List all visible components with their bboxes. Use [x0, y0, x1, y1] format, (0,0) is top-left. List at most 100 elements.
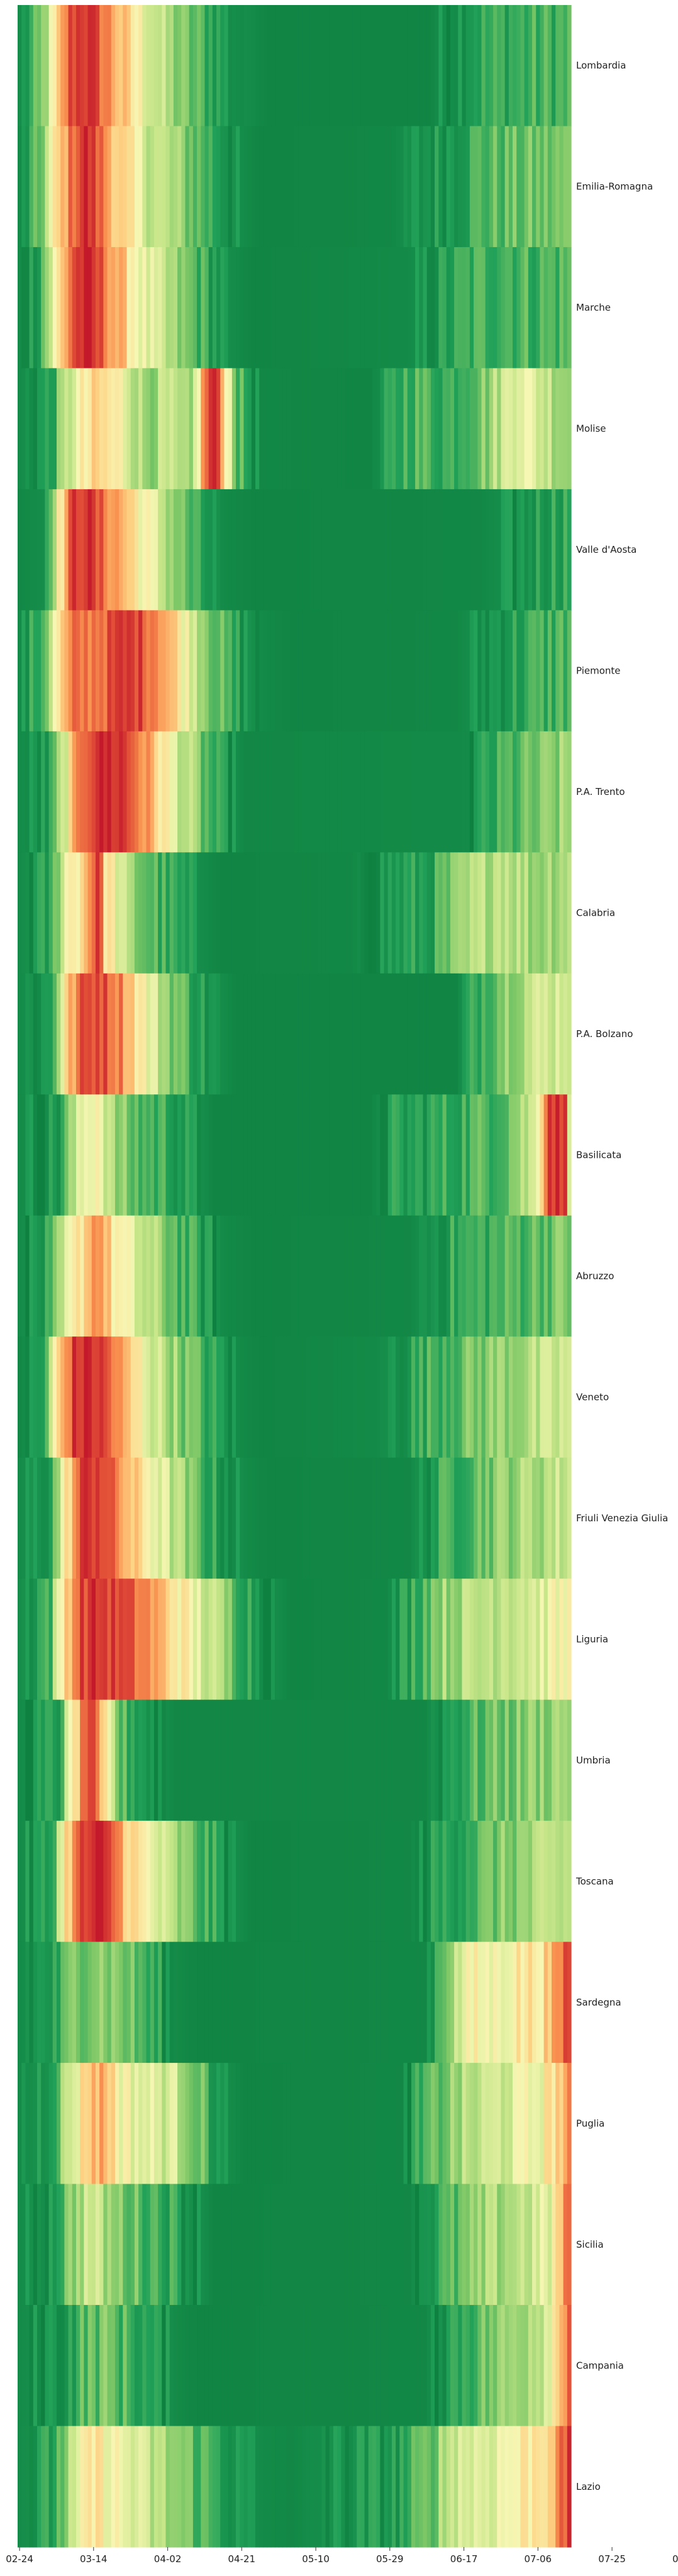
- heatmap-cell: [282, 973, 287, 1095]
- heatmap-cell: [103, 247, 108, 369]
- heatmap-cell: [423, 1941, 428, 2063]
- heatmap-cell: [298, 1821, 303, 1943]
- heatmap-cell: [477, 1699, 482, 1821]
- heatmap-cell: [236, 2063, 240, 2185]
- heatmap-cell: [91, 1821, 96, 1943]
- heatmap-cell: [243, 368, 248, 490]
- heatmap-cell: [329, 1336, 334, 1458]
- heatmap-cell: [481, 1336, 486, 1458]
- heatmap-cell: [275, 1941, 279, 2063]
- heatmap-cell: [547, 2305, 552, 2427]
- heatmap-cell: [446, 1457, 451, 1579]
- heatmap-cell: [513, 1699, 517, 1821]
- heatmap-cell: [33, 368, 38, 490]
- heatmap-cell: [220, 973, 225, 1095]
- heatmap-cell: [95, 5, 100, 127]
- heatmap-cell: [426, 126, 431, 248]
- heatmap-cell: [68, 247, 73, 369]
- heatmap-cell: [309, 1336, 314, 1458]
- heatmap-cell: [177, 973, 182, 1095]
- heatmap-cell: [387, 610, 392, 732]
- heatmap-cell: [407, 2063, 412, 2185]
- heatmap-cell: [380, 126, 385, 248]
- heatmap-cell: [220, 2426, 225, 2548]
- heatmap-cell: [501, 1941, 506, 2063]
- heatmap-cell: [380, 1699, 385, 1821]
- heatmap-cell: [64, 1699, 69, 1821]
- heatmap-cell: [36, 1457, 42, 1579]
- heatmap-cell: [197, 1215, 201, 1337]
- heatmap-cell: [513, 368, 517, 490]
- heatmap-cell: [201, 1941, 206, 2063]
- heatmap-cell: [185, 1336, 190, 1458]
- heatmap-cell: [462, 1215, 467, 1337]
- heatmap-cell: [228, 368, 233, 490]
- heatmap-cell: [68, 1457, 73, 1579]
- heatmap-cell: [267, 1821, 272, 1943]
- heatmap-cell: [204, 610, 209, 732]
- heatmap-cell: [520, 489, 525, 611]
- heatmap-cell: [352, 1457, 357, 1579]
- heatmap-cell: [321, 368, 326, 490]
- heatmap-cell: [567, 126, 572, 248]
- heatmap-cell: [536, 1579, 541, 1701]
- heatmap-cell: [18, 2426, 22, 2548]
- heatmap-cell: [325, 852, 330, 974]
- heatmap-cell: [275, 368, 279, 490]
- heatmap-cell: [540, 973, 545, 1095]
- heatmap-cell: [536, 126, 541, 248]
- heatmap-cell: [477, 247, 482, 369]
- heatmap-cell: [56, 2063, 61, 2185]
- heatmap-cell: [72, 2184, 77, 2306]
- heatmap-cell: [318, 368, 322, 490]
- heatmap-cell: [306, 1699, 311, 1821]
- heatmap-cell: [298, 2184, 303, 2306]
- heatmap-cell: [380, 731, 385, 853]
- heatmap-cell: [162, 1821, 167, 1943]
- heatmap-cell: [442, 247, 447, 369]
- heatmap-cell: [18, 1699, 22, 1821]
- heatmap-cell: [165, 1094, 170, 1216]
- heatmap-cell: [263, 731, 268, 853]
- heatmap-cell: [493, 1457, 497, 1579]
- heatmap-cell: [270, 1457, 275, 1579]
- heatmap-cell: [48, 368, 53, 490]
- heatmap-cell: [403, 731, 408, 853]
- heatmap-cell: [547, 1336, 552, 1458]
- heatmap-cell: [446, 1094, 451, 1216]
- heatmap-cell: [391, 5, 396, 127]
- heatmap-cell: [275, 489, 279, 611]
- heatmap-cell: [189, 368, 194, 490]
- heatmap-cell: [489, 247, 494, 369]
- heatmap-cell: [36, 1579, 42, 1701]
- heatmap-cell: [212, 1821, 217, 1943]
- heatmap-cell: [567, 1699, 572, 1821]
- heatmap-cell: [181, 2305, 186, 2427]
- heatmap-cell: [220, 368, 225, 490]
- heatmap-cell: [321, 489, 326, 611]
- heatmap-cell: [380, 852, 385, 974]
- heatmap-cell: [146, 1941, 151, 2063]
- heatmap-cell: [442, 852, 447, 974]
- heatmap-cell: [103, 731, 108, 853]
- heatmap-cell: [497, 1579, 502, 1701]
- heatmap-cell: [80, 1457, 84, 1579]
- heatmap-cell: [567, 489, 572, 611]
- heatmap-cell: [396, 247, 400, 369]
- heatmap-cell: [454, 610, 458, 732]
- heatmap-cell: [345, 1579, 350, 1701]
- heatmap-cell: [528, 2184, 533, 2306]
- heatmap-cell: [391, 973, 396, 1095]
- heatmap-cell: [201, 2426, 206, 2548]
- heatmap-cell: [380, 1457, 385, 1579]
- heatmap-cell: [485, 1579, 490, 1701]
- heatmap-cell: [552, 852, 556, 974]
- heatmap-cell: [84, 2426, 89, 2548]
- heatmap-cell: [528, 1336, 533, 1458]
- heatmap-cell: [462, 1457, 467, 1579]
- heatmap-cell: [547, 368, 552, 490]
- heatmap-cell: [415, 2184, 420, 2306]
- x-axis: 02-24 03-14 04-02 04-21 05-10 05-29 06-17 07-06…: [6, 2547, 678, 2565]
- heatmap-cell: [41, 247, 45, 369]
- heatmap-cell: [99, 852, 104, 974]
